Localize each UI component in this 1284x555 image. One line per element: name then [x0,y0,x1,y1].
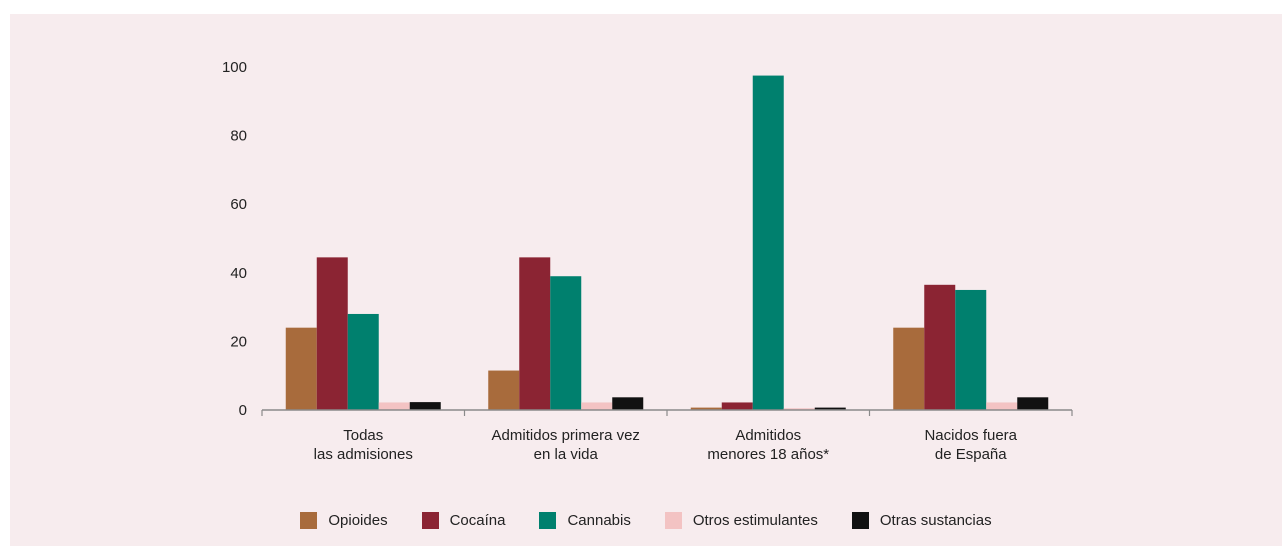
bar-cannabis [955,289,987,410]
y-tick-label: 20 [230,333,247,350]
legend-label: Opioides [328,512,388,529]
x-category-label: Todas [343,427,383,444]
legend-item: Otros estimulantes [664,512,818,529]
legend-swatch [539,512,557,529]
bar-cocaína [316,257,348,410]
legend-swatch [421,512,439,529]
x-category-label: Admitidos primera vez [492,427,640,444]
x-category-label: Admitidos [735,427,801,444]
chart-background [10,14,1282,504]
y-tick-label: 80 [230,128,247,145]
bar-opioides [893,327,925,410]
legend-item: Cocaína [421,512,506,529]
x-category-label: las admisiones [314,446,413,463]
legend-swatch [664,512,682,529]
y-tick-label: 0 [239,402,247,419]
bar-otras-sustancias [1017,397,1049,410]
legend-label: Otros estimulantes [692,512,818,529]
legend-item: Otras sustancias [851,512,992,529]
x-category-label: de España [935,446,1007,463]
bar-opioides [690,407,722,410]
bar-cocaína [924,284,956,410]
y-tick-label: 60 [230,196,247,213]
y-tick-label: 40 [230,265,247,282]
bar-opioides [488,370,520,410]
bar-cannabis [752,75,784,410]
legend-label: Otras sustancias [879,512,992,529]
legend-item: Opioides [300,512,388,529]
legend-swatch [300,512,318,529]
bar-chart: 0 20 40 60 80 100 Todas las admisiones Admitidos… [10,14,1282,504]
legend-item: Cannabis [539,512,631,529]
x-category-label: Nacidos fuera [924,427,1017,444]
bar-otras-sustancias [612,397,644,410]
x-category-label: en la vida [534,446,599,463]
chart-panel: 0 20 40 60 80 100 Todas las admisiones Admitidos… [10,14,1282,546]
bar-otros-estimulantes [378,402,410,410]
bar-otros-estimulantes [986,402,1018,410]
legend-swatch [851,512,869,529]
bar-otros-estimulantes [581,402,613,410]
y-tick-label: 100 [222,59,247,76]
bar-cocaína [721,402,753,410]
bar-otras-sustancias [409,402,441,410]
bar-cocaína [519,257,551,410]
bar-cannabis [550,276,582,410]
legend-label: Cocaína [449,512,506,529]
bar-otros-estimulantes [783,408,815,410]
bar-cannabis [347,313,379,410]
bar-opioides [285,327,317,410]
bar-otras-sustancias [814,407,846,410]
legend: Opioides Cocaína Cannabis Otros estimulante… [10,512,1282,529]
x-category-label: menores 18 años* [707,446,829,463]
legend-label: Cannabis [567,512,631,529]
